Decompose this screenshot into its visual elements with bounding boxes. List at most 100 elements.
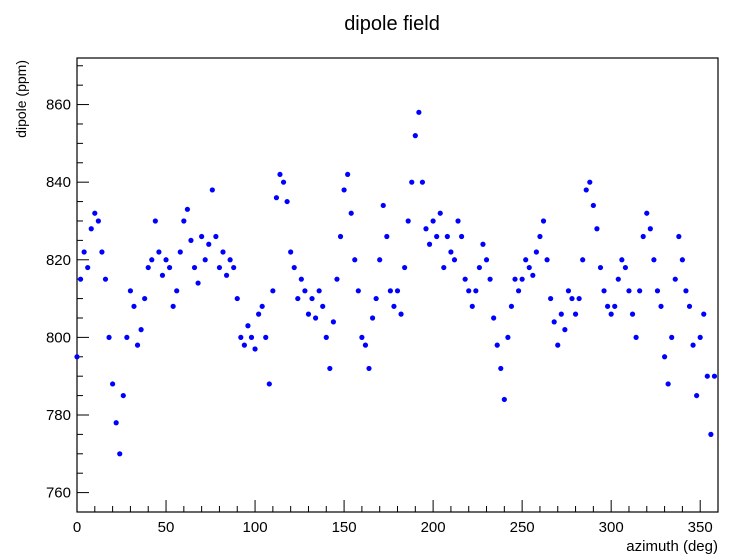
data-point [394,288,401,294]
data-point [583,187,589,193]
data-point [373,295,379,302]
y-axis-label: dipole (ppm) [13,60,29,138]
y-tick-label: 760 [46,485,71,502]
data-point [145,264,151,271]
data-point [540,218,547,224]
data-point [515,288,522,294]
data-point [348,210,354,216]
y-tick-label: 840 [46,174,71,191]
data-point [92,210,98,216]
data-point [188,237,194,243]
data-point [548,295,554,302]
data-point [380,202,386,209]
data-point [355,288,361,294]
data-point [106,334,112,340]
axis-ticks [76,65,719,513]
data-point [451,257,458,263]
data-point [181,218,187,224]
data-point [530,272,536,278]
data-point [77,276,84,282]
data-point [170,303,176,309]
data-point [152,218,158,224]
data-point [88,226,94,232]
data-point [637,288,643,294]
data-point [423,226,429,232]
data-point [280,179,287,185]
data-point [701,311,707,317]
data-point [608,311,614,317]
data-point [341,187,347,193]
data-point [163,257,169,263]
data-point [419,179,426,185]
data-point [81,249,87,255]
data-point [519,276,525,282]
data-point [512,276,518,282]
data-point [234,295,240,302]
data-point [615,276,621,282]
data-point [177,249,183,255]
x-tick-label: 100 [243,519,268,536]
data-point [159,272,166,278]
data-point [558,311,564,317]
data-point [362,342,369,348]
data-point [694,392,700,399]
data-point [462,276,468,282]
data-point [334,276,340,282]
data-point [676,233,682,240]
data-point [316,288,322,294]
data-point [434,233,440,240]
x-tick-label: 50 [158,519,175,536]
data-point [113,420,119,426]
data-point [405,218,411,224]
data-point [612,303,618,309]
data-point [270,288,276,294]
data-point [206,241,212,247]
data-point [156,249,162,255]
data-point [309,295,315,302]
data-point [191,264,198,271]
data-point [102,276,109,282]
data-point [654,288,661,294]
data-point [441,264,447,271]
data-point [580,257,586,263]
data-point [430,218,436,224]
x-tick-label: 300 [599,519,624,536]
data-point [523,257,529,263]
data-point [266,381,272,387]
data-point [352,257,358,263]
data-point [629,311,636,317]
data-point [223,272,230,278]
data-point [711,373,718,379]
data-point [601,288,607,294]
data-point [298,276,304,282]
data-point [277,171,283,178]
data-point [256,311,262,317]
data-point [661,354,668,360]
data-point [384,233,390,240]
data-point [469,303,475,309]
data-point [231,264,237,271]
data-point [633,334,639,340]
data-point [683,288,689,294]
data-point [476,264,483,271]
data-point [120,392,126,399]
data-point [284,198,290,205]
data-point [672,276,678,282]
y-tick-label: 780 [46,407,71,424]
data-point [369,315,376,321]
data-point [644,210,650,216]
data-point [708,431,714,437]
data-point [127,288,134,294]
data-point [95,218,101,224]
data-point [345,171,351,178]
data-point [288,249,294,255]
data-point [302,288,308,294]
data-point [409,179,415,185]
data-point [437,210,443,216]
data-point [669,334,675,340]
data-point [622,264,629,271]
data-point [110,381,116,387]
data-point [273,195,280,201]
data-point [199,233,205,240]
data-point [259,303,265,309]
